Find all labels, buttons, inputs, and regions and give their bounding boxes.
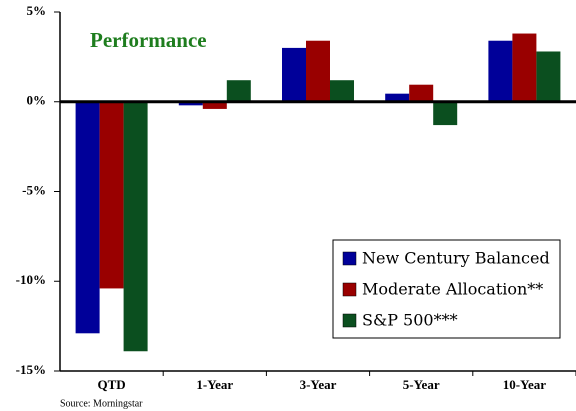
y-tick-label: 0%	[27, 93, 47, 108]
bar	[488, 40, 513, 102]
legend-label: Moderate Allocation**	[362, 280, 543, 299]
y-tick-label: -10%	[16, 272, 46, 287]
bar	[433, 101, 458, 126]
bar	[202, 101, 227, 109]
bar	[178, 101, 203, 106]
bar	[330, 80, 354, 102]
source-note: Source: Morningstar	[60, 398, 143, 409]
y-tick-label: 5%	[27, 3, 47, 18]
chart-title: Performance	[90, 28, 207, 52]
legend-label: New Century Balanced	[362, 249, 550, 268]
x-tick-label: 10-Year	[503, 377, 547, 392]
bar	[306, 40, 330, 102]
x-tick-label: 3-Year	[300, 377, 337, 392]
legend-box	[332, 239, 561, 339]
legend-swatch	[342, 251, 357, 266]
x-tick-label: QTD	[98, 377, 126, 392]
legend-label: S&P 500***	[362, 311, 458, 330]
x-tick-label: 5-Year	[403, 377, 440, 392]
bar	[226, 80, 251, 102]
bar	[385, 93, 410, 102]
y-tick-label: -15%	[16, 362, 46, 377]
bar	[512, 33, 537, 102]
bar	[75, 101, 100, 334]
y-tick-label: -5%	[22, 182, 46, 197]
bar	[99, 101, 124, 289]
bar	[536, 51, 561, 102]
bar	[282, 47, 306, 102]
x-tick-label: 1-Year	[196, 377, 233, 392]
bar	[409, 84, 434, 102]
legend-swatch	[342, 282, 357, 297]
bar	[123, 101, 148, 352]
legend-swatch	[342, 313, 357, 328]
